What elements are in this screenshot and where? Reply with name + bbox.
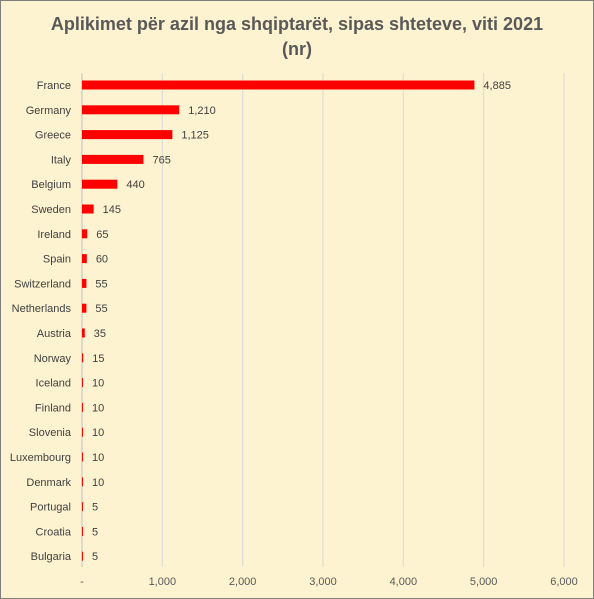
category-label: Belgium — [31, 179, 71, 191]
data-label: 35 — [94, 328, 106, 340]
data-label: 4,885 — [483, 80, 511, 92]
category-label: Austria — [37, 328, 72, 340]
x-tick-label: 3,000 — [309, 576, 337, 588]
data-label: 765 — [152, 154, 170, 166]
category-label: Portugal — [30, 502, 71, 514]
bar — [82, 427, 83, 437]
bar — [82, 80, 475, 90]
category-label: Greece — [35, 130, 71, 142]
bar — [82, 526, 83, 536]
bar — [82, 254, 87, 264]
data-label: 60 — [96, 254, 108, 266]
bar — [82, 402, 83, 412]
data-label: 55 — [95, 278, 107, 290]
bar — [82, 105, 180, 115]
x-tick-label: 5,000 — [470, 576, 498, 588]
category-label: France — [37, 80, 71, 92]
data-label: 55 — [95, 303, 107, 315]
bar — [82, 303, 87, 313]
bar — [82, 477, 83, 487]
data-label: 5 — [92, 502, 98, 514]
category-label: Denmark — [26, 477, 71, 489]
category-label: Sweden — [31, 204, 71, 216]
category-label: Norway — [34, 353, 72, 365]
bar — [82, 130, 173, 140]
chart-title: Aplikimet për azil nga shqiptarët, sipas… — [51, 14, 543, 34]
data-label: 10 — [92, 452, 104, 464]
data-label: 10 — [92, 477, 104, 489]
x-tick-label: 1,000 — [149, 576, 177, 588]
bar — [82, 452, 83, 462]
category-label: Spain — [43, 254, 71, 266]
category-label: Finland — [35, 402, 71, 414]
category-label: Luxembourg — [10, 452, 71, 464]
bar — [82, 278, 87, 288]
x-tick-label: - — [80, 576, 84, 588]
bar — [82, 353, 84, 363]
data-label: 10 — [92, 427, 104, 439]
x-tick-label: 4,000 — [390, 576, 418, 588]
data-label: 10 — [92, 402, 104, 414]
gridlines — [81, 73, 565, 567]
bar — [82, 179, 118, 189]
category-label: Iceland — [36, 378, 71, 390]
category-label: Bulgaria — [31, 551, 72, 563]
category-label: Ireland — [37, 229, 71, 241]
data-label: 5 — [92, 526, 98, 538]
bar — [82, 328, 85, 338]
category-label: Slovenia — [29, 427, 72, 439]
data-label: 145 — [103, 204, 121, 216]
x-axis-tick-labels: - 1,000 2,000 3,000 4,000 5,000 6,000 — [80, 576, 578, 588]
chart-subtitle: (nr) — [282, 39, 312, 59]
bar — [82, 551, 83, 561]
category-labels: France Germany Greece Italy Belgium Sweden Ire… — [10, 80, 72, 563]
category-label: Germany — [26, 105, 72, 117]
data-label: 15 — [92, 353, 104, 365]
category-label: Switzerland — [14, 278, 71, 290]
data-label: 65 — [96, 229, 108, 241]
data-label: 1,125 — [181, 130, 209, 142]
category-label: Netherlands — [12, 303, 72, 315]
bar — [82, 229, 88, 239]
bar — [82, 502, 83, 512]
data-label: 10 — [92, 378, 104, 390]
data-labels: 4,8851,2101,1257654401456560555535151010… — [92, 80, 511, 563]
category-label: Italy — [51, 154, 72, 166]
bar — [82, 204, 94, 214]
bar — [82, 378, 83, 388]
data-label: 440 — [126, 179, 144, 191]
data-label: 1,210 — [188, 105, 216, 117]
data-label: 5 — [92, 551, 98, 563]
bar — [82, 154, 144, 164]
bars — [82, 80, 475, 561]
x-tick-label: 2,000 — [229, 576, 257, 588]
x-tick-label: 6,000 — [550, 576, 578, 588]
category-label: Croatia — [36, 526, 72, 538]
